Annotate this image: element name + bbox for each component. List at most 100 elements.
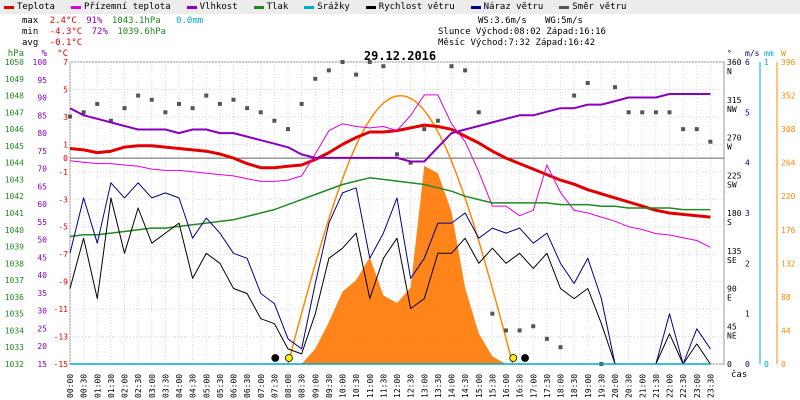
humidity-axis-tick: 75 [37, 147, 47, 156]
x-tick-label: 00:00 [66, 374, 75, 398]
humidity-axis-tick: 40 [37, 271, 47, 280]
x-tick-label: 06:30 [243, 374, 252, 398]
hpa-axis-tick: 1042 [5, 192, 24, 201]
wind-direction-point [68, 114, 72, 119]
rain-axis-title: mm [764, 49, 774, 58]
direction-axis-name: W [727, 143, 732, 152]
x-tick-label: 11:00 [366, 374, 375, 398]
wind-axis-title: m/s [745, 49, 760, 58]
x-tick-label: 05:30 [216, 374, 225, 398]
direction-axis-title: ° [727, 49, 732, 58]
wind-direction-point [531, 324, 536, 329]
hpa-axis-title: hPa [8, 49, 24, 59]
x-tick-label: 23:30 [706, 374, 715, 398]
humidity-axis-tick: 30 [37, 307, 47, 316]
solar-axis-title: W [781, 49, 786, 58]
temp-axis-tick: -15 [54, 360, 69, 369]
stats-min-row: min -4.3°C 72% 1039.6hPa [22, 27, 166, 37]
humidity-axis-tick: 25 [37, 324, 47, 333]
wind-direction-point [667, 110, 672, 115]
temp-axis-tick: 7 [63, 58, 68, 67]
wind-direction-point [517, 328, 522, 333]
wind-direction-point [272, 118, 277, 123]
min-pressure: 1039.6hPa [117, 27, 167, 37]
legend-swatch [253, 5, 264, 9]
humidity-axis-tick: 55 [37, 218, 47, 227]
solar-max-curve [287, 94, 514, 365]
direction-axis-name: S [727, 218, 732, 227]
hpa-axis-tick: 1032 [5, 360, 24, 369]
direction-axis-tick: 315 [727, 96, 742, 105]
humidity-axis-tick: 35 [37, 289, 47, 298]
x-tick-label: 22:30 [679, 374, 688, 398]
x-tick-label: 04:30 [189, 374, 198, 398]
rain-axis-tick: 0 [764, 360, 769, 369]
x-tick-label: 01:30 [107, 374, 116, 398]
direction-axis-tick: 225 [727, 171, 742, 180]
wind-direction-point [136, 93, 141, 98]
wind-direction-point [313, 76, 318, 81]
temp-axis-tick: -3 [58, 195, 68, 204]
hpa-axis-tick: 1045 [5, 142, 24, 151]
wind-direction-point [190, 106, 195, 111]
wind-axis-tick: 6 [745, 58, 750, 67]
x-tick-label: 04:00 [175, 374, 184, 398]
solar-axis-tick: 0 [781, 360, 786, 369]
x-tick-label: 00:30 [80, 374, 89, 398]
wind-direction-point [149, 97, 154, 102]
legend-bar: Teplota Přízemní teplota Vlhkost Tlak Srážky… [0, 0, 800, 14]
x-tick-label: 17:30 [543, 374, 552, 398]
hpa-axis-tick: 1043 [5, 175, 24, 184]
x-tick-label: 07:00 [257, 374, 266, 398]
solar-axis-tick: 44 [781, 326, 791, 335]
wind-direction-point [204, 93, 209, 98]
direction-axis-name: SW [727, 180, 737, 189]
x-tick-label: 20:00 [611, 374, 620, 398]
wind-direction-point [163, 110, 168, 115]
x-tick-label: 19:30 [597, 374, 606, 398]
max-temp: 2.4°C [49, 16, 77, 26]
wind-direction-point [122, 106, 127, 111]
x-tick-label: 03:30 [161, 374, 170, 398]
x-tick-label: 15:30 [488, 374, 497, 398]
solar-area [70, 165, 711, 364]
legend-swatch [559, 5, 570, 9]
solar-axis-tick: 176 [781, 226, 796, 235]
max-rain: 0.0mm [176, 16, 204, 26]
hpa-axis-tick: 1050 [5, 58, 24, 67]
x-tick-label: 19:00 [584, 374, 593, 398]
humidity-axis-title: % [42, 49, 48, 59]
chart-title: 29.12.2016 [364, 49, 436, 63]
min-temp: -4.3°C [49, 27, 83, 37]
temp-axis-tick: 0 [63, 154, 68, 163]
x-tick-label: 22:00 [666, 374, 675, 398]
temp-axis-tick: -13 [54, 333, 69, 342]
direction-axis-tick: 270 [727, 134, 742, 143]
wind-direction-point [231, 97, 236, 102]
hpa-axis-tick: 1036 [5, 293, 24, 302]
x-tick-label: 11:30 [379, 374, 388, 398]
stats-panel: max 2.4°C 91% 1043.1hPa 0.0mm min -4.3°C… [0, 16, 800, 50]
x-tick-label: 15:00 [475, 374, 484, 398]
legend-label: Směr větru [572, 2, 627, 12]
temp-axis-tick: -7 [58, 250, 68, 259]
moon-times: Měsíc Východ:7:32 Západ:16:42 [438, 38, 596, 48]
wind-direction-point [354, 72, 359, 77]
direction-axis-tick: 90 [727, 285, 737, 294]
wind-direction-point [408, 160, 413, 165]
wind-direction-point [558, 345, 563, 350]
wind-direction-point [177, 101, 181, 106]
wind-direction-point [422, 127, 427, 132]
hpa-axis-tick: 1046 [5, 125, 24, 134]
wind-direction-point [653, 110, 658, 115]
hpa-axis-tick: 1039 [5, 243, 24, 252]
humidity-axis-tick: 20 [37, 342, 47, 351]
wind-direction-point [258, 110, 263, 115]
direction-axis-tick: 45 [727, 322, 737, 331]
max-pressure: 1043.1hPa [111, 16, 161, 26]
hpa-axis-tick: 1049 [5, 75, 24, 84]
humidity-axis-tick: 85 [37, 111, 47, 120]
direction-axis-tick: 135 [727, 247, 742, 256]
x-tick-label: 12:30 [407, 374, 416, 398]
legend-label: Teplota [17, 2, 55, 12]
